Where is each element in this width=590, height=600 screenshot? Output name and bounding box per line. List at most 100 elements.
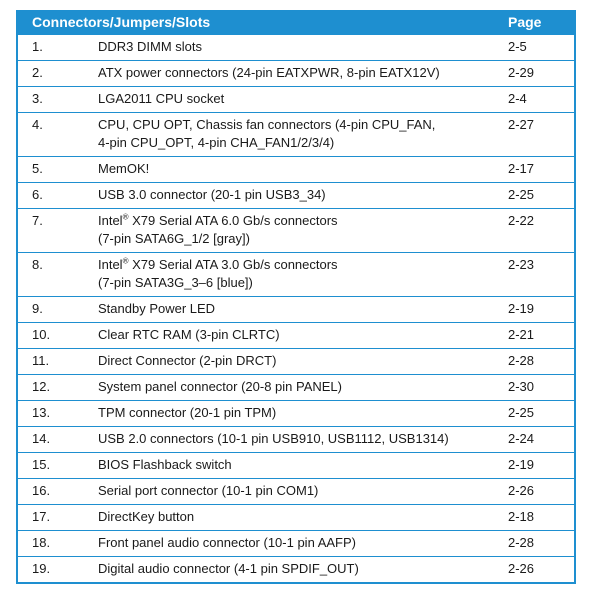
row-description: CPU, CPU OPT, Chassis fan connectors (4-… bbox=[88, 116, 508, 152]
row-description: Digital audio connector (4-1 pin SPDIF_O… bbox=[88, 560, 508, 578]
description-text: X79 Serial ATA 6.0 Gb/s connectors bbox=[128, 213, 338, 228]
table-row: 9. Standby Power LED 2-19 bbox=[18, 296, 574, 322]
row-page: 2-22 bbox=[508, 213, 535, 228]
table-row: 16. Serial port connector (10-1 pin COM1)… bbox=[18, 478, 574, 504]
table-body: 1. DDR3 DIMM slots 2-5 2. ATX power connecto… bbox=[18, 34, 574, 582]
row-number: 17. bbox=[32, 509, 51, 524]
row-page: 2-18 bbox=[508, 509, 535, 524]
row-page: 2-29 bbox=[508, 65, 535, 80]
description-line: (7-pin SATA6G_1/2 [gray]) bbox=[98, 231, 250, 246]
row-number: 13. bbox=[32, 405, 51, 420]
description-line: Digital audio connector (4-1 pin SPDIF_O… bbox=[98, 561, 359, 576]
row-description: ATX power connectors (24-pin EATXPWR, 8-… bbox=[88, 64, 508, 82]
row-description: Standby Power LED bbox=[88, 300, 508, 318]
row-number: 8. bbox=[32, 257, 43, 272]
description-line: LGA2011 CPU socket bbox=[98, 91, 225, 106]
table-row: 12. System panel connector (20-8 pin PANE… bbox=[18, 374, 574, 400]
row-page: 2-28 bbox=[508, 535, 535, 550]
description-line: Direct Connector (2-pin DRCT) bbox=[98, 353, 277, 368]
row-number: 15. bbox=[32, 457, 51, 472]
description-line: USB 3.0 connector (20-1 pin USB3_34) bbox=[98, 187, 326, 202]
row-description: Serial port connector (10-1 pin COM1) bbox=[88, 482, 508, 500]
registered-mark: ® bbox=[122, 256, 129, 266]
table-row: 14. USB 2.0 connectors (10-1 pin USB910, … bbox=[18, 426, 574, 452]
row-page: 2-26 bbox=[508, 561, 535, 576]
row-page: 2-30 bbox=[508, 379, 535, 394]
table-row: 2. ATX power connectors (24-pin EATXPWR, … bbox=[18, 60, 574, 86]
description-line: BIOS Flashback switch bbox=[98, 457, 232, 472]
row-page: 2-5 bbox=[508, 39, 527, 54]
description-line: Intel® X79 Serial ATA 6.0 Gb/s connector… bbox=[98, 212, 508, 230]
row-description: USB 2.0 connectors (10-1 pin USB910, USB… bbox=[88, 430, 508, 448]
row-description: DirectKey button bbox=[88, 508, 508, 526]
row-number: 14. bbox=[32, 431, 51, 446]
row-number: 18. bbox=[32, 535, 51, 550]
row-number: 5. bbox=[32, 161, 43, 176]
description-line: Clear RTC RAM (3-pin CLRTC) bbox=[98, 327, 280, 342]
description-line: 4-pin CPU_OPT, 4-pin CHA_FAN1/2/3/4) bbox=[98, 135, 335, 150]
row-description: System panel connector (20-8 pin PANEL) bbox=[88, 378, 508, 396]
description-text: X79 Serial ATA 3.0 Gb/s connectors bbox=[128, 257, 338, 272]
row-description: LGA2011 CPU socket bbox=[88, 90, 508, 108]
table-row: 7. Intel® X79 Serial ATA 6.0 Gb/s connect… bbox=[18, 208, 574, 252]
row-number: 9. bbox=[32, 301, 43, 316]
description-line: Serial port connector (10-1 pin COM1) bbox=[98, 483, 319, 498]
row-number: 10. bbox=[32, 327, 51, 342]
row-description: DDR3 DIMM slots bbox=[88, 38, 508, 56]
brand-name: Intel bbox=[98, 257, 123, 272]
description-line: Intel® X79 Serial ATA 3.0 Gb/s connector… bbox=[98, 256, 508, 274]
row-number: 2. bbox=[32, 65, 43, 80]
row-page: 2-19 bbox=[508, 301, 535, 316]
row-page: 2-27 bbox=[508, 117, 535, 132]
row-page: 2-4 bbox=[508, 91, 527, 106]
description-line: DirectKey button bbox=[98, 509, 195, 524]
row-number: 12. bbox=[32, 379, 51, 394]
description-line: (7-pin SATA3G_3–6 [blue]) bbox=[98, 275, 253, 290]
row-page: 2-26 bbox=[508, 483, 535, 498]
table-row: 4. CPU, CPU OPT, Chassis fan connectors (… bbox=[18, 112, 574, 156]
row-number: 1. bbox=[32, 39, 43, 54]
row-page: 2-23 bbox=[508, 257, 535, 272]
row-description: Intel® X79 Serial ATA 3.0 Gb/s connector… bbox=[88, 256, 508, 292]
row-number: 16. bbox=[32, 483, 51, 498]
table-row: 8. Intel® X79 Serial ATA 3.0 Gb/s connect… bbox=[18, 252, 574, 296]
row-description: Clear RTC RAM (3-pin CLRTC) bbox=[88, 326, 508, 344]
row-number: 3. bbox=[32, 91, 43, 106]
row-description: Direct Connector (2-pin DRCT) bbox=[88, 352, 508, 370]
row-page: 2-25 bbox=[508, 405, 535, 420]
row-description: BIOS Flashback switch bbox=[88, 456, 508, 474]
description-line: ATX power connectors (24-pin EATXPWR, 8-… bbox=[98, 65, 440, 80]
row-description: MemOK! bbox=[88, 160, 508, 178]
header-title: Connectors/Jumpers/Slots bbox=[32, 14, 211, 30]
table-row: 15. BIOS Flashback switch 2-19 bbox=[18, 452, 574, 478]
description-line: Front panel audio connector (10-1 pin AA… bbox=[98, 535, 356, 550]
description-line: CPU, CPU OPT, Chassis fan connectors (4-… bbox=[98, 117, 436, 132]
table-row: 1. DDR3 DIMM slots 2-5 bbox=[18, 34, 574, 60]
row-number: 11. bbox=[32, 353, 50, 368]
row-number: 19. bbox=[32, 561, 51, 576]
row-number: 7. bbox=[32, 213, 43, 228]
header-page: Page bbox=[508, 14, 542, 30]
brand-name: Intel bbox=[98, 213, 123, 228]
row-page: 2-25 bbox=[508, 187, 535, 202]
row-description: USB 3.0 connector (20-1 pin USB3_34) bbox=[88, 186, 508, 204]
row-page: 2-19 bbox=[508, 457, 535, 472]
description-line: MemOK! bbox=[98, 161, 150, 176]
description-line: USB 2.0 connectors (10-1 pin USB910, USB… bbox=[98, 431, 449, 446]
row-number: 4. bbox=[32, 117, 43, 132]
row-description: Front panel audio connector (10-1 pin AA… bbox=[88, 534, 508, 552]
table-row: 19. Digital audio connector (4-1 pin SPDI… bbox=[18, 556, 574, 582]
row-description: Intel® X79 Serial ATA 6.0 Gb/s connector… bbox=[88, 212, 508, 248]
table-row: 10. Clear RTC RAM (3-pin CLRTC) 2-21 bbox=[18, 322, 574, 348]
row-page: 2-21 bbox=[508, 327, 535, 342]
table-row: 18. Front panel audio connector (10-1 pin… bbox=[18, 530, 574, 556]
table-row: 6. USB 3.0 connector (20-1 pin USB3_34) 2-… bbox=[18, 182, 574, 208]
description-line: DDR3 DIMM slots bbox=[98, 39, 203, 54]
table-row: 13. TPM connector (20-1 pin TPM) 2-25 bbox=[18, 400, 574, 426]
row-page: 2-28 bbox=[508, 353, 535, 368]
row-description: TPM connector (20-1 pin TPM) bbox=[88, 404, 508, 422]
table-row: 3. LGA2011 CPU socket 2-4 bbox=[18, 86, 574, 112]
table-row: 17. DirectKey button 2-18 bbox=[18, 504, 574, 530]
table-row: 11. Direct Connector (2-pin DRCT) 2-28 bbox=[18, 348, 574, 374]
row-number: 6. bbox=[32, 187, 43, 202]
